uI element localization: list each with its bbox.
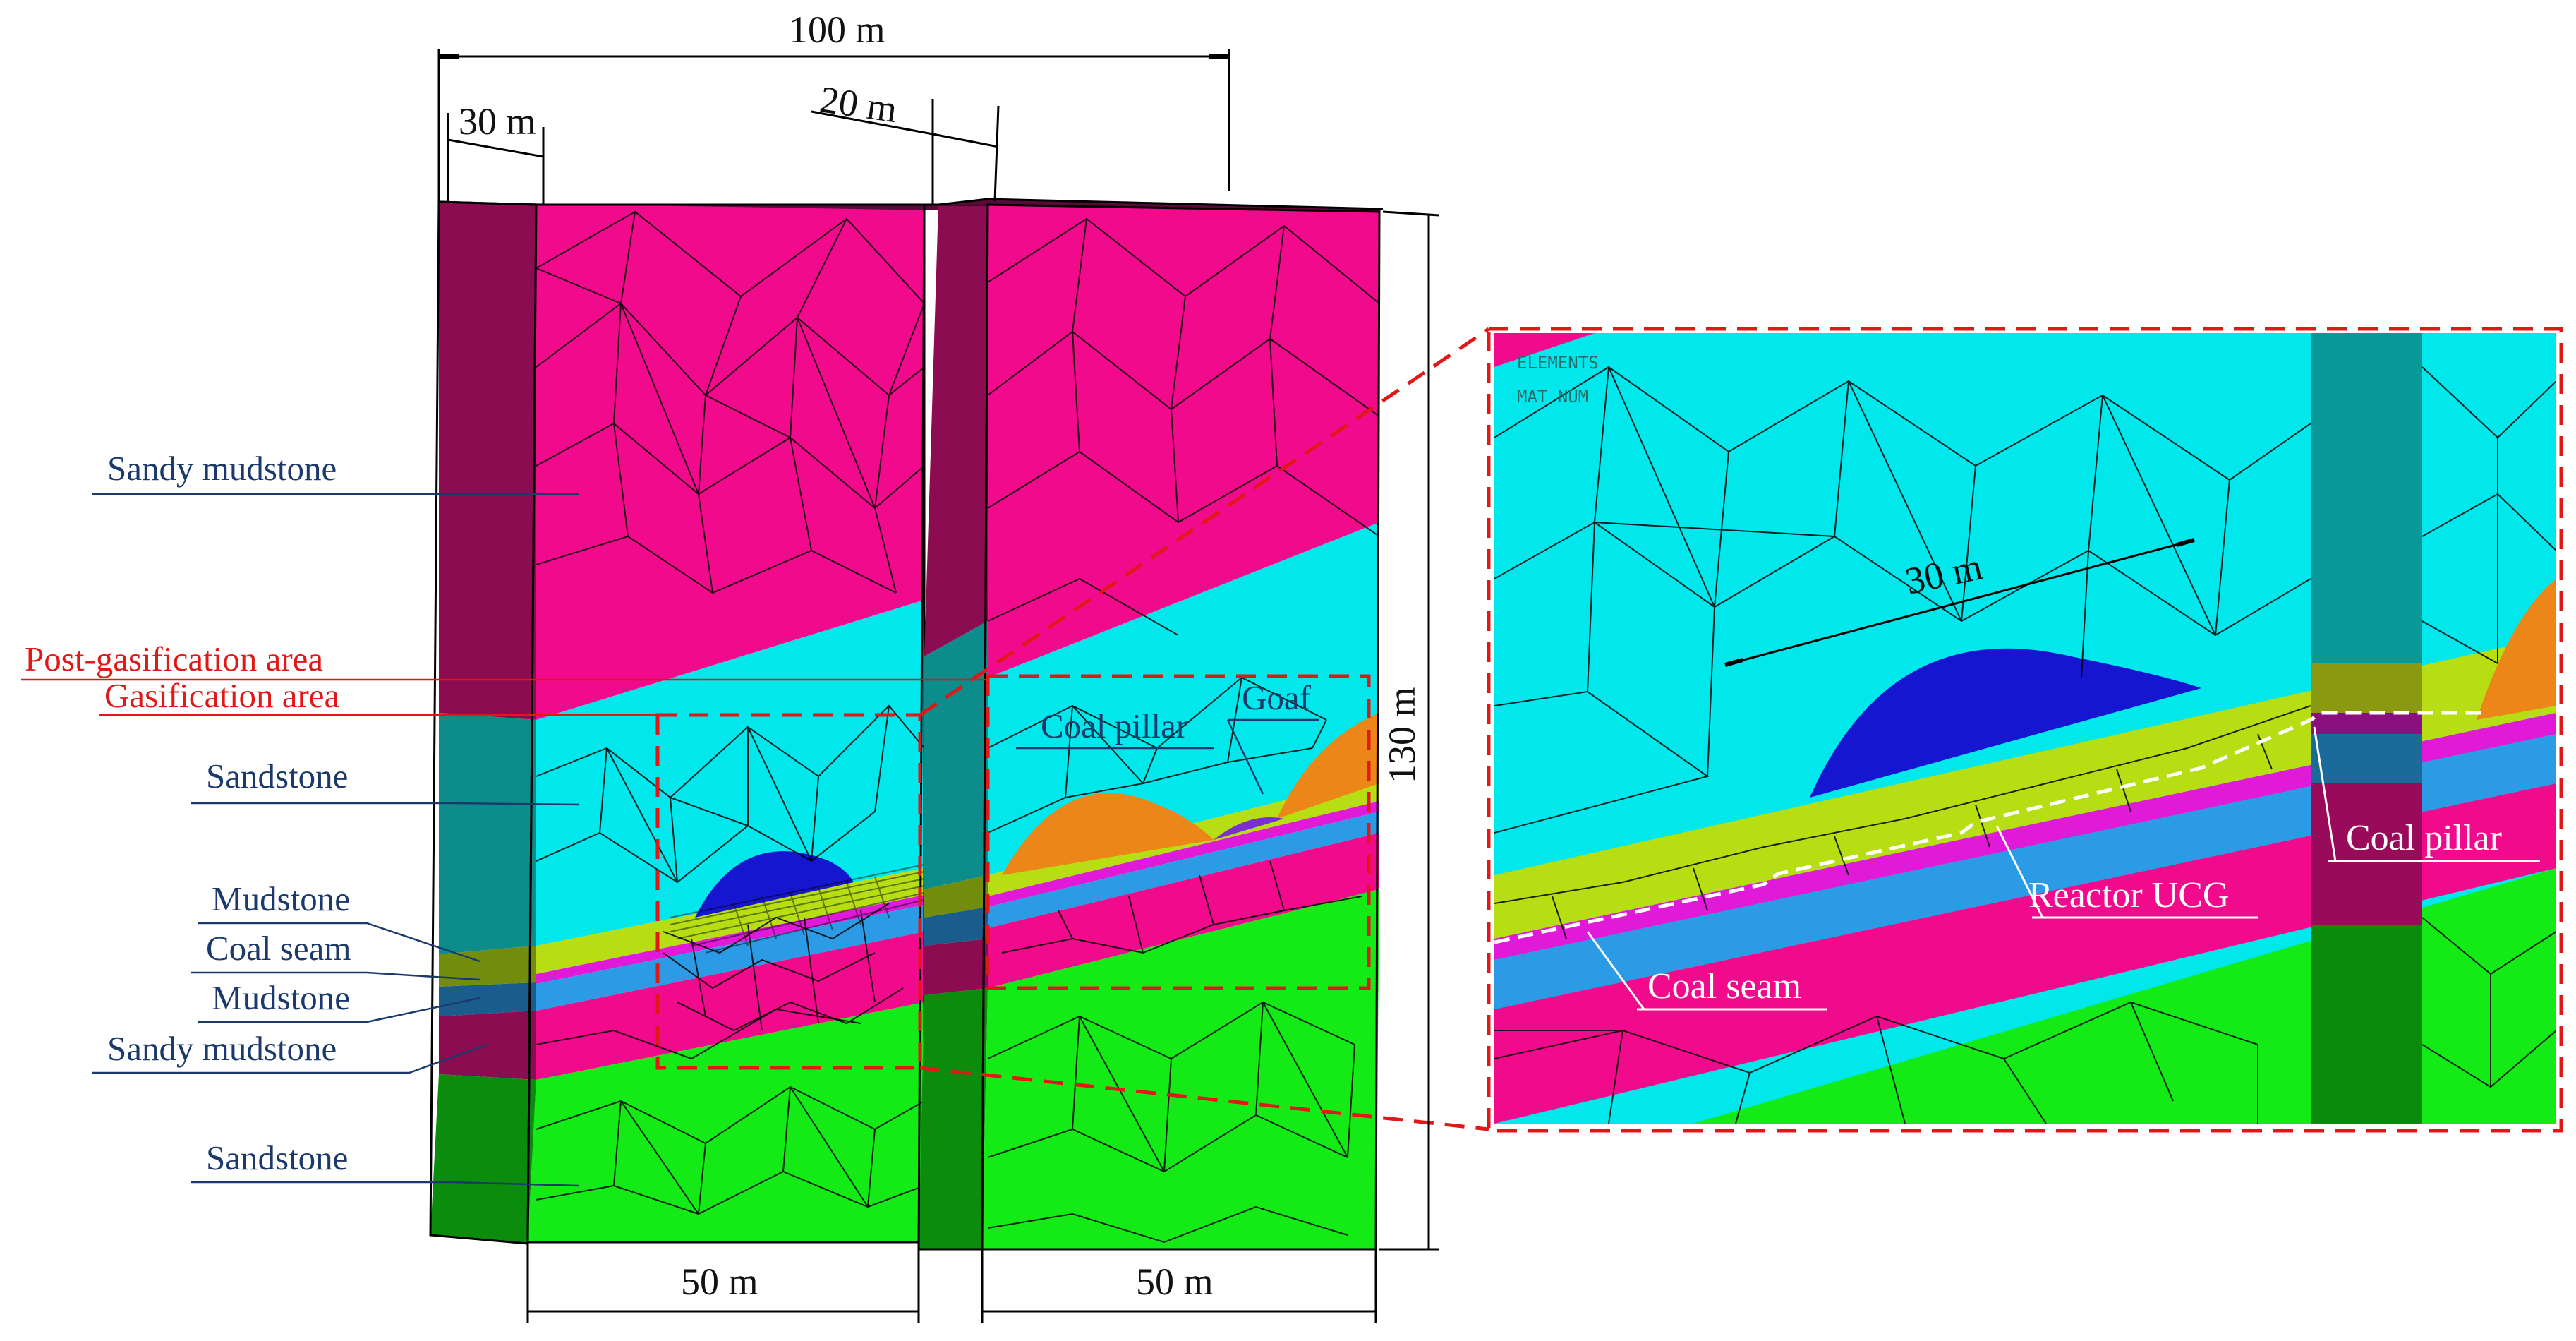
zoom-30m-dimline bbox=[1724, 539, 2195, 666]
layer-sandstone-bottom bbox=[528, 1002, 924, 1242]
layer-sandy-mudstone-bottom bbox=[536, 932, 924, 1080]
right-layer-coal bbox=[988, 801, 1379, 907]
zoom-layer-sandy-mudstone bbox=[1494, 783, 2556, 1124]
goaf-small bbox=[1214, 817, 1284, 840]
gasification-cavity bbox=[695, 851, 854, 918]
dim-100m: 100 m bbox=[789, 8, 885, 51]
label-sandstone-mid: Sandstone bbox=[206, 757, 348, 795]
label-coal-seam: Coal seam bbox=[206, 929, 351, 968]
right-block bbox=[938, 199, 1383, 1251]
label-mudstone-2: Mudstone bbox=[212, 978, 350, 1017]
label-sandy-mudstone-bottom: Sandy mudstone bbox=[107, 1029, 337, 1068]
post-gasification-box bbox=[986, 674, 1371, 990]
zoom-reactor-label: Reactor UCG bbox=[2028, 875, 2229, 915]
right-layer-sandy-mudstone-bottom bbox=[988, 833, 1379, 988]
layer-coal-seam bbox=[536, 895, 924, 984]
label-mudstone-1: Mudstone bbox=[212, 879, 350, 918]
zoom-panel: ELEMENTS MAT NUM 30 m Reactor UCG Coal s… bbox=[1494, 333, 2556, 1124]
top-edge bbox=[438, 198, 1384, 210]
pillar-block bbox=[917, 203, 989, 1251]
goaf-dome-2 bbox=[1277, 713, 1379, 819]
strata-labels: Sandy mudstone Post-gasification area Ga… bbox=[21, 449, 988, 1187]
dim-30m: 30 m bbox=[459, 100, 536, 143]
dim-50m-left: 50 m bbox=[681, 1261, 758, 1303]
label-goaf: Goaf bbox=[1242, 678, 1312, 717]
zoom-layer-mudstone-lower bbox=[1494, 734, 2556, 1009]
right-layer-sandy-mudstone bbox=[988, 205, 1379, 678]
label-gasification: Gasification area bbox=[104, 676, 340, 715]
right-layer-sandstone bbox=[988, 522, 1379, 875]
gasification-box bbox=[655, 713, 922, 1070]
zoom-cavity bbox=[1810, 648, 2201, 798]
dimensions: 100 m 30 m 20 m 130 m 50 m 50 m bbox=[437, 8, 1440, 1323]
layer-sandstone-mid bbox=[536, 600, 924, 946]
zoom-layer-coal bbox=[1494, 713, 2556, 960]
dim-20m: 20 m bbox=[817, 78, 900, 131]
zoom-layer-mudstone bbox=[1494, 635, 2556, 939]
zoom-connector-top bbox=[919, 327, 1490, 717]
label-post-gasification: Post-gasification area bbox=[25, 639, 323, 678]
right-layer-sandstone-bottom bbox=[982, 889, 1379, 1249]
zoom-coal-pillar-label: Coal pillar bbox=[2346, 818, 2502, 858]
dim-130m: 130 m bbox=[1381, 687, 1423, 783]
left-mesh bbox=[536, 210, 924, 1215]
left-front-face bbox=[439, 202, 938, 1244]
left-dense-mesh bbox=[670, 864, 925, 954]
layer-mudstone bbox=[536, 868, 924, 974]
zoom-layer-sandy-mudstone-top bbox=[1494, 333, 1595, 367]
zoom-coal-seam-label: Coal seam bbox=[1647, 966, 1801, 1006]
zoom-mesh bbox=[1494, 366, 2556, 1124]
right-layer-mudstone-lower bbox=[988, 812, 1379, 928]
left-side-face bbox=[429, 200, 538, 1245]
left-block bbox=[429, 200, 938, 1245]
label-sandstone-bottom: Sandstone bbox=[206, 1138, 348, 1177]
dim-50m-right: 50 m bbox=[1136, 1261, 1214, 1303]
zoom-connector-bottom bbox=[919, 1066, 1489, 1131]
zoom-goaf bbox=[2477, 579, 2556, 720]
label-sandy-mudstone-top: Sandy mudstone bbox=[107, 449, 337, 488]
zoom-frame bbox=[1487, 327, 2563, 1133]
layer-mudstone-lower bbox=[536, 905, 924, 1011]
highlight-boxes bbox=[655, 327, 2563, 1133]
zoom-header-elements: ELEMENTS bbox=[1517, 353, 1599, 373]
goaf-dome-1 bbox=[1002, 793, 1214, 875]
label-coal-pillar: Coal pillar bbox=[1041, 706, 1187, 745]
zoom-header-matnum: MAT NUM bbox=[1517, 387, 1588, 407]
